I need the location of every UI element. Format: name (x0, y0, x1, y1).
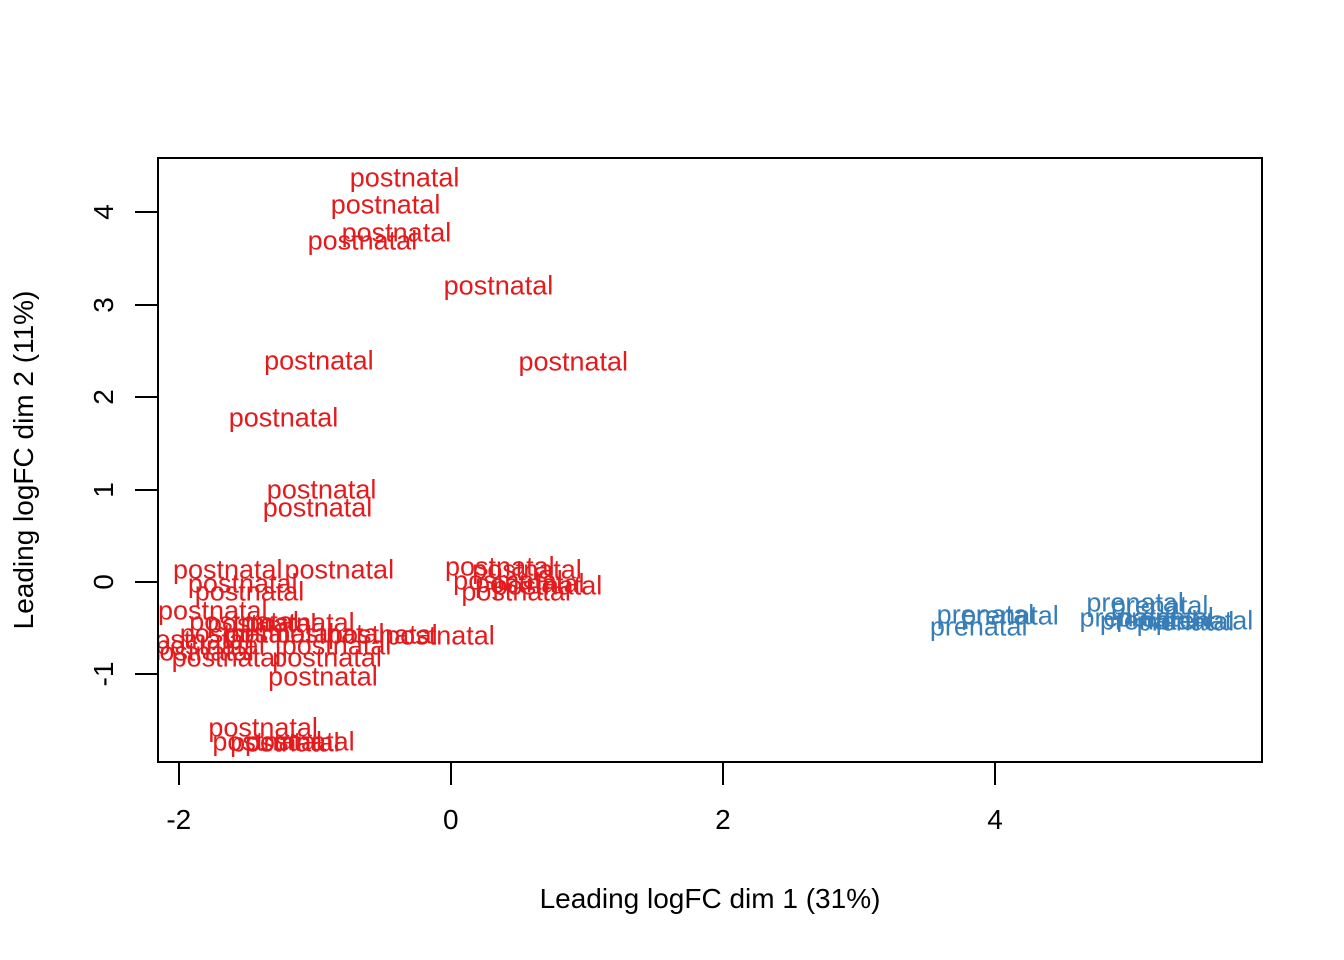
sample-label-postnatal: postnatal (172, 554, 283, 585)
y-axis-tick (135, 580, 157, 583)
sample-label-postnatal: postnatal (157, 630, 265, 661)
sample-label-postnatal: postnatal (284, 554, 395, 585)
sample-label-postnatal: postnatal (453, 565, 563, 596)
sample-label-postnatal: postnatal (264, 345, 374, 376)
x-axis-tick-label: 0 (443, 804, 459, 835)
sample-label-prenatal: prenatal (929, 611, 1028, 642)
sample-label-prenatal: prenatal (1086, 587, 1184, 618)
sample-label-postnatal: postnatal (212, 726, 322, 757)
sample-label-postnatal: postnatal (385, 620, 495, 651)
sample-label-postnatal: postnatal (443, 270, 554, 301)
sample-label-postnatal: postnatal (179, 618, 290, 649)
sample-label-postnatal: postnatal (272, 642, 382, 673)
sample-label-postnatal: postnatal (328, 619, 438, 650)
sample-label-postnatal: postnatal (445, 551, 555, 582)
sample-label-prenatal: prenatal (1099, 605, 1198, 636)
sample-label-prenatal: prenatal (1079, 602, 1178, 633)
sample-label-prenatal: prenatal (1136, 606, 1235, 637)
sample-label-postnatal: postnatal (461, 576, 571, 607)
sample-label-prenatal: prenatal (1155, 605, 1254, 636)
sample-label-postnatal: postnatal (206, 608, 317, 638)
y-axis-tick (135, 303, 157, 306)
sample-label-postnatal: postnatal (492, 570, 603, 601)
y-axis-tick (135, 488, 157, 491)
sample-label-postnatal: postnatal (341, 217, 452, 248)
sample-label-postnatal: postnatal (228, 402, 339, 432)
sample-label-postnatal: postnatal (159, 636, 254, 667)
y-axis-tick-label: 3 (88, 297, 119, 313)
x-axis-tick (177, 763, 180, 785)
x-axis-tick (994, 763, 996, 785)
sample-label-postnatal: postnatal (518, 346, 629, 377)
sample-label-postnatal: postnatal (224, 618, 335, 649)
sample-label-prenatal: prenatal (1116, 602, 1214, 633)
sample-label-postnatal: postnatal (307, 225, 418, 256)
y-axis-title: Leading logFC dim 2 (11%) (8, 290, 39, 630)
x-axis-tick-label: 2 (715, 804, 731, 835)
sample-label-postnatal: postnatal (245, 607, 355, 638)
x-axis-tick-label: -2 (166, 804, 192, 835)
y-axis-tick (135, 673, 157, 676)
sample-label-prenatal: prenatal (1110, 590, 1209, 621)
sample-label-prenatal: prenatal (961, 600, 1059, 631)
sample-label-postnatal: postnatal (187, 568, 298, 599)
sample-label-postnatal: postnatal (262, 492, 373, 523)
y-axis-tick-label: 1 (88, 481, 119, 498)
sample-label-postnatal: postnatal (171, 642, 282, 673)
x-axis-tick (721, 763, 724, 785)
sample-label-postnatal: postnatal (266, 474, 377, 505)
sample-label-prenatal: prenatal (936, 599, 1035, 630)
sample-label-postnatal: postnatal (474, 568, 585, 599)
y-axis-tick (135, 396, 157, 399)
y-axis-tick (135, 211, 157, 214)
sample-label-postnatal: postnatal (274, 618, 385, 649)
sample-label-postnatal: postnatal (268, 661, 378, 692)
sample-label-postnatal: postnatal (159, 624, 250, 655)
x-axis-title: Leading logFC dim 1 (31%) (539, 883, 881, 914)
sample-label-postnatal: postnatal (349, 162, 460, 193)
sample-label-postnatal: postnatal (281, 630, 392, 661)
plot-area: postnatal postnatal postnatal postnatal post… (157, 157, 1263, 763)
sample-label-postnatal: postnatal (245, 726, 355, 757)
sample-label-postnatal: postnatal (157, 595, 268, 626)
sample-label-postnatal: postnatal (472, 554, 582, 585)
sample-label-postnatal: postnatal (208, 712, 318, 743)
sample-label-postnatal: postnatal (330, 189, 441, 220)
y-axis-tick-label: -1 (88, 661, 119, 687)
y-axis-tick-label: 2 (88, 389, 119, 405)
sample-label-postnatal: postnatal (230, 727, 340, 758)
x-axis-tick-label: 4 (987, 804, 1003, 835)
y-axis-tick-label: 4 (88, 204, 119, 221)
sample-label-postnatal: postnatal (189, 606, 299, 637)
x-axis-tick (449, 763, 452, 785)
sample-label-postnatal: postnatal (194, 576, 305, 607)
y-axis-tick-label: 0 (88, 574, 119, 590)
